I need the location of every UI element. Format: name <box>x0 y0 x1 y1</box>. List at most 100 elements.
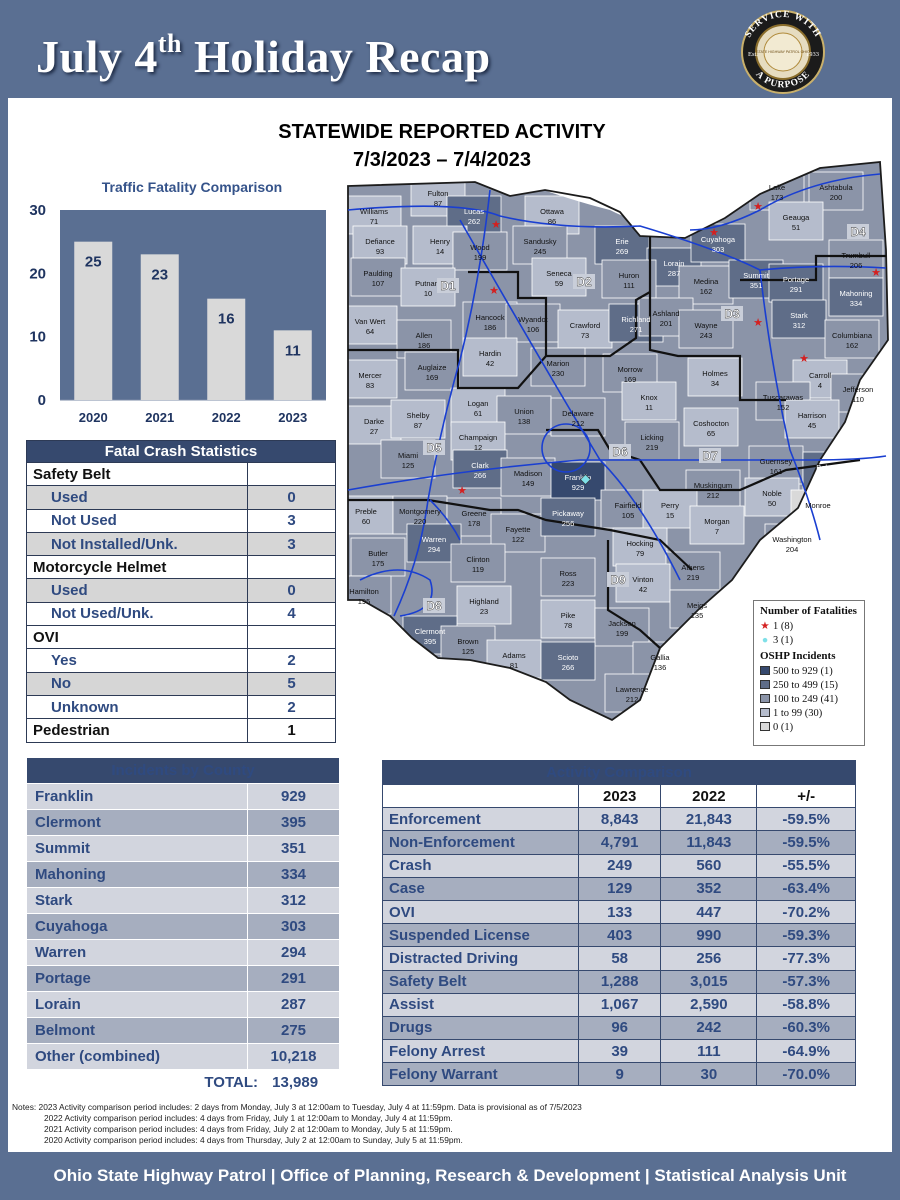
activity-row: Felony Arrest 39 111 -64.9% <box>382 1039 856 1064</box>
activity-change: -55.5% <box>756 853 856 878</box>
highway-line <box>429 499 461 541</box>
highway-line <box>541 423 591 473</box>
district-boundary <box>468 270 548 356</box>
district-label-bg <box>573 274 595 289</box>
county-map-name: Perry <box>661 501 679 510</box>
county-map-count: 303 <box>712 245 725 254</box>
page-title: July 4th Holiday Recap <box>36 29 491 83</box>
activity-2023: 96 <box>577 1015 662 1041</box>
fatality-star-icon: ★ <box>799 353 809 365</box>
legend-fatality-row: ● 3 (1) <box>760 634 858 648</box>
activity-2023: 39 <box>577 1039 662 1064</box>
county-map-name: Defiance <box>365 237 395 246</box>
fatal-crash-label: Used <box>26 485 248 510</box>
badge-text-year: 1933 <box>806 51 819 58</box>
activity-row: Assist 1,067 2,590 -58.8% <box>382 992 856 1017</box>
county-map-count: 351 <box>750 281 763 290</box>
activity-row: Safety Belt 1,288 3,015 -57.3% <box>382 969 856 994</box>
county-map-name: Belmont <box>816 463 844 472</box>
activity-row: Suspended License 403 990 -59.3% <box>382 923 856 948</box>
fatal-crash-row: Not Used/Unk. 4 <box>26 601 336 627</box>
service-badge-logo: SERVICE WITH A PURPOSE Est. 1933 STATE H… <box>741 10 825 94</box>
highway-line <box>393 189 491 617</box>
footer-banner: Ohio State Highway Patrol | Office of Pl… <box>0 1152 900 1200</box>
activity-change: -59.3% <box>756 923 856 948</box>
county-map-count: 178 <box>468 519 481 528</box>
chart-x-tick-label: 2020 <box>79 410 108 425</box>
incidents-by-county-title: Incidents by County <box>26 757 340 784</box>
county-map-count: 122 <box>512 535 525 544</box>
fatality-star-icon: ★ <box>709 227 719 239</box>
activity-row: OVI 133 447 -70.2% <box>382 899 856 925</box>
activity-2022: 242 <box>660 1015 758 1041</box>
legend-incident-row: 100 to 249 (41) <box>760 693 858 707</box>
county-count: 275 <box>247 1017 340 1044</box>
county-map-name: Morrow <box>617 365 643 374</box>
county-map-name: Hardin <box>479 349 501 358</box>
county-map-count: 106 <box>527 325 540 334</box>
fatal-crash-label: Not Used <box>26 508 248 533</box>
chart-x-tick-label: 2021 <box>145 410 174 425</box>
county-map-count: 15 <box>666 511 674 520</box>
statewide-activity-heading: STATEWIDE REPORTED ACTIVITY 7/3/2023 – 7… <box>212 118 672 174</box>
fatality-bar-chart: 0 10 20 30 25 2020 23 2021 16 2022 11 2023 <box>29 202 326 425</box>
activity-label: Felony Arrest <box>382 1039 579 1064</box>
county-shape-union <box>496 395 552 435</box>
fatal-crash-label: Pedestrian <box>26 718 248 743</box>
county-map-name: Knox <box>640 393 657 402</box>
county-name: Cuyahoga <box>26 913 248 940</box>
legend-incident-row: 500 to 929 (1) <box>760 665 858 679</box>
chart-bar-2023 <box>273 330 312 400</box>
county-shape-columbiana <box>824 319 880 359</box>
legend-incident-row: 250 to 499 (15) <box>760 679 858 693</box>
county-shape-marion <box>530 347 586 387</box>
county-shape-huron <box>601 259 657 299</box>
county-map-name: Hamilton <box>349 587 379 596</box>
county-name: Other (combined) <box>26 1043 248 1070</box>
county-map-name: Richland <box>621 315 650 324</box>
activity-2022: 560 <box>660 853 758 878</box>
county-map-count: 395 <box>424 637 437 646</box>
county-map-count: 4 <box>818 381 822 390</box>
ohio-outline <box>347 161 889 722</box>
heading-line-1: STATEWIDE REPORTED ACTIVITY <box>278 121 606 143</box>
county-map-name: Morgan <box>704 517 729 526</box>
county-map-name: Carroll <box>809 371 831 380</box>
chart-y-tick-label: 0 <box>38 392 46 409</box>
activity-2022: 352 <box>660 876 758 901</box>
county-map-name: Hancock <box>475 313 504 322</box>
activity-2022: 111 <box>660 1039 758 1064</box>
activity-row: Enforcement 8,843 21,843 -59.5% <box>382 807 856 832</box>
activity-comparison-table: Activity Comparison 2023 2022 +/- Enforc… <box>382 760 856 1087</box>
county-map-count: 219 <box>646 443 659 452</box>
county-map-count: 79 <box>636 549 644 558</box>
note-2023: 2023 Activity comparison period includes… <box>38 1102 582 1112</box>
legend-incident-label: 0 (1) <box>773 722 794 733</box>
activity-label: Suspended License <box>382 923 579 948</box>
county-row: Stark 312 <box>26 887 340 914</box>
district-label-bg <box>847 224 869 239</box>
county-map-count: 275 <box>824 473 837 482</box>
activity-col-2023: 2023 <box>577 783 662 809</box>
county-map-name: Holmes <box>702 369 728 378</box>
county-map-count: 212 <box>572 419 585 428</box>
county-map-name: Summit <box>743 271 769 280</box>
fatal-crash-row: Motorcycle Helmet <box>26 555 336 580</box>
county-shape-holmes <box>687 357 743 397</box>
activity-col-2022: 2022 <box>660 783 758 809</box>
county-map-count: 929 <box>572 483 585 492</box>
county-shape-hardin <box>462 337 518 377</box>
county-map-name: Union <box>514 407 534 416</box>
district-boundary <box>348 498 693 571</box>
activity-2023: 58 <box>577 946 662 971</box>
chart-x-tick-label: 2022 <box>212 410 241 425</box>
county-map-count: 186 <box>418 341 431 350</box>
county-map-count: 152 <box>777 403 790 412</box>
activity-change: -59.5% <box>756 807 856 832</box>
activity-change: -58.8% <box>756 992 856 1017</box>
county-map-name: Lawrence <box>616 685 649 694</box>
county-map-name: Geauga <box>783 213 811 222</box>
county-map-count: 34 <box>711 379 719 388</box>
fatality-star-icon: ★ <box>489 285 499 297</box>
chart-y-tick-label: 30 <box>29 202 46 219</box>
